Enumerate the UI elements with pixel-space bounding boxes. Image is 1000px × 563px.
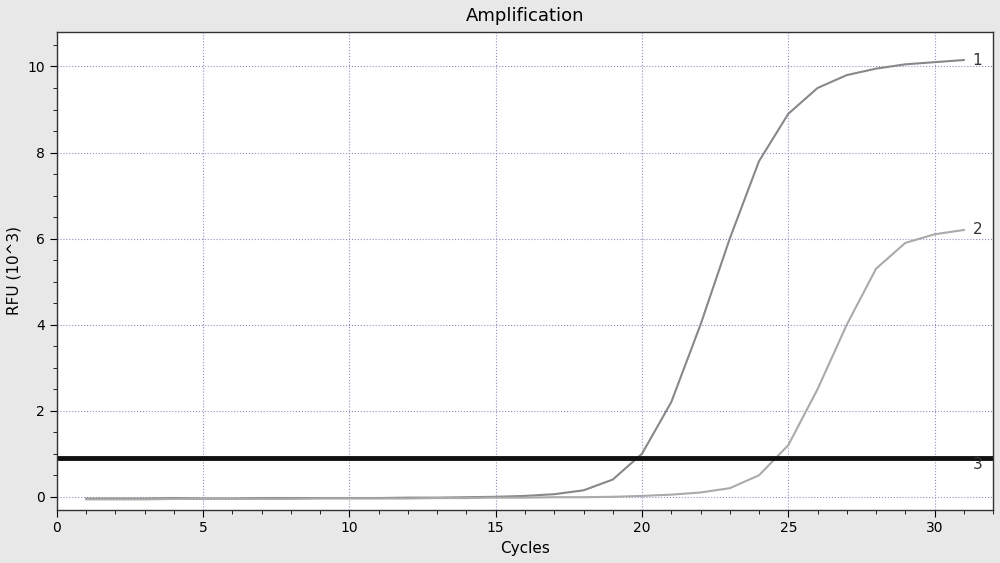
X-axis label: Cycles: Cycles: [500, 541, 550, 556]
Title: Amplification: Amplification: [466, 7, 584, 25]
Y-axis label: RFU (10^3): RFU (10^3): [7, 226, 22, 315]
Text: 3: 3: [973, 457, 982, 472]
Text: 1: 1: [973, 52, 982, 68]
Text: 2: 2: [973, 222, 982, 238]
